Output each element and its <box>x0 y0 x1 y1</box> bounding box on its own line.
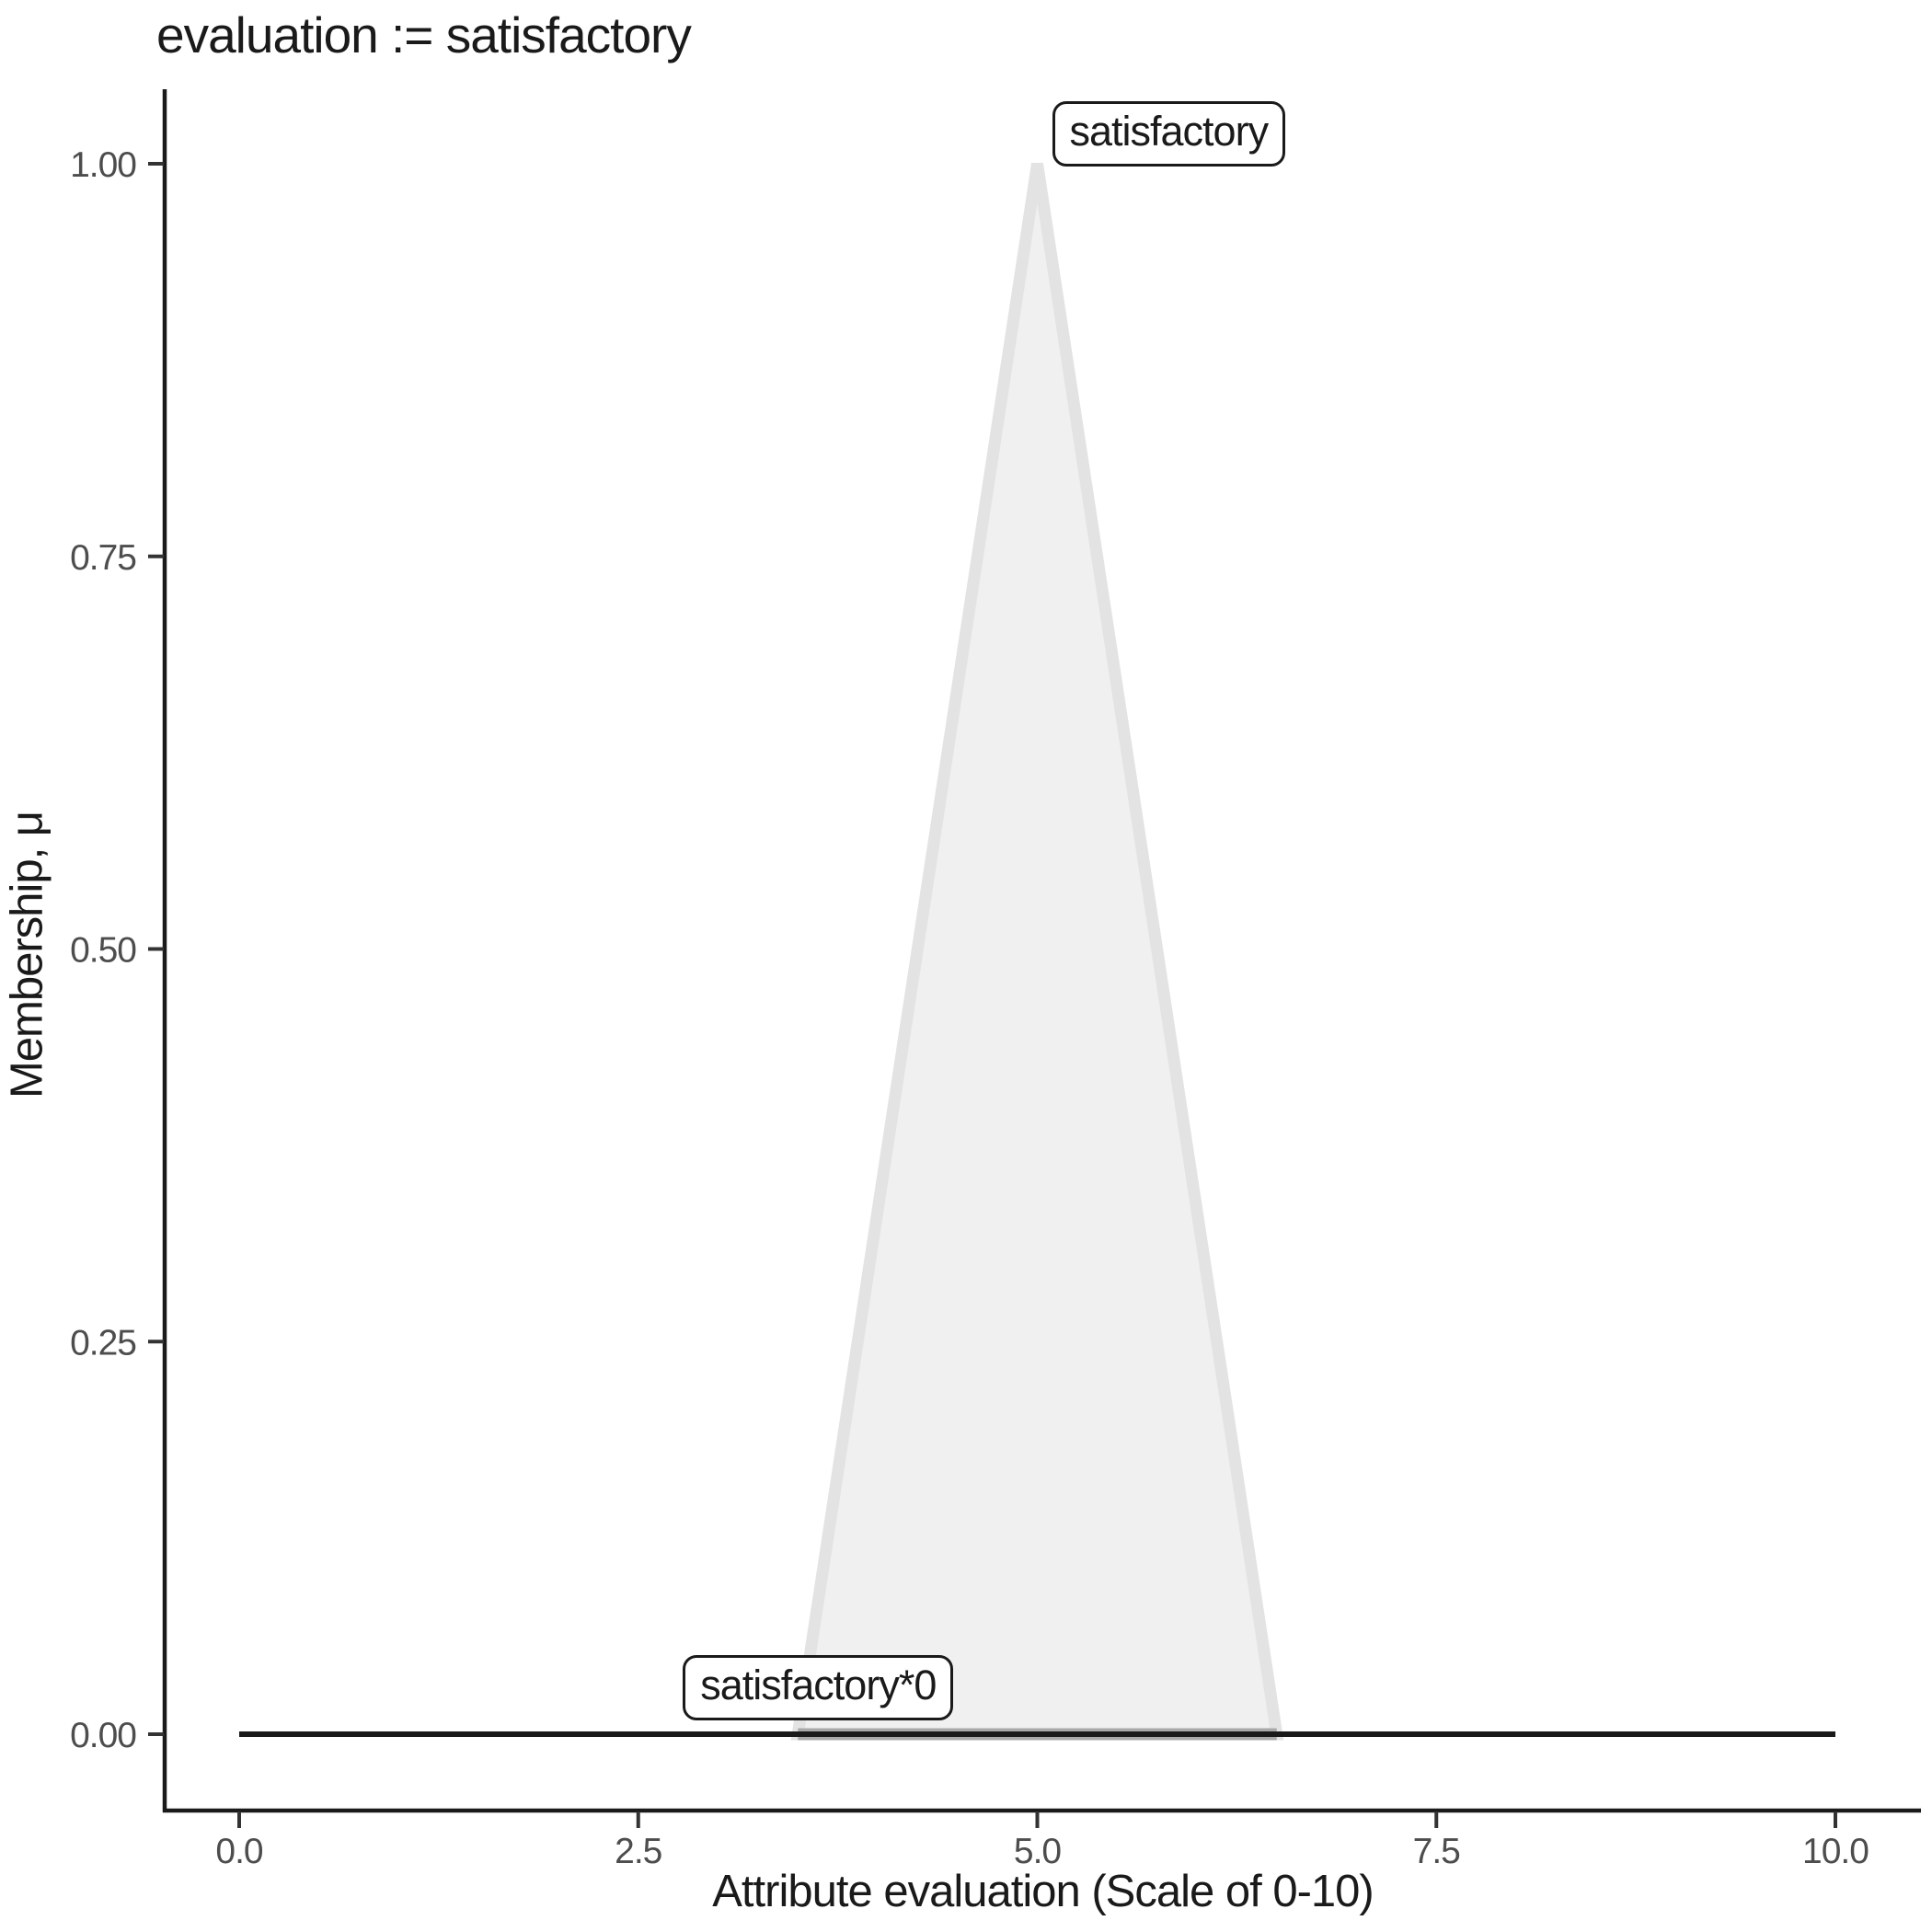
y-tick-label: 0.00 <box>70 1716 136 1755</box>
satisfactory-0-label: satisfactory*0 <box>683 1655 954 1720</box>
x-tick-label: 2.5 <box>615 1832 662 1871</box>
y-tick-label: 0.75 <box>70 538 136 578</box>
x-tick-label: 5.0 <box>1014 1832 1062 1871</box>
satisfactory-label: satisfactory <box>1052 101 1286 167</box>
series-satisfactory <box>790 163 1284 1741</box>
x-tick-label: 7.5 <box>1413 1832 1461 1871</box>
x-tick-label: 0.0 <box>215 1832 263 1871</box>
y-tick-label: 0.25 <box>70 1323 136 1363</box>
y-tick-label: 0.50 <box>70 931 136 971</box>
x-axis-label: Attribute evaluation (Scale of 0-10) <box>712 1867 1374 1916</box>
x-tick-label: 10.0 <box>1802 1832 1869 1871</box>
chart-title: evaluation := satisfactory <box>156 6 692 63</box>
y-tick-label: 1.00 <box>70 145 136 185</box>
